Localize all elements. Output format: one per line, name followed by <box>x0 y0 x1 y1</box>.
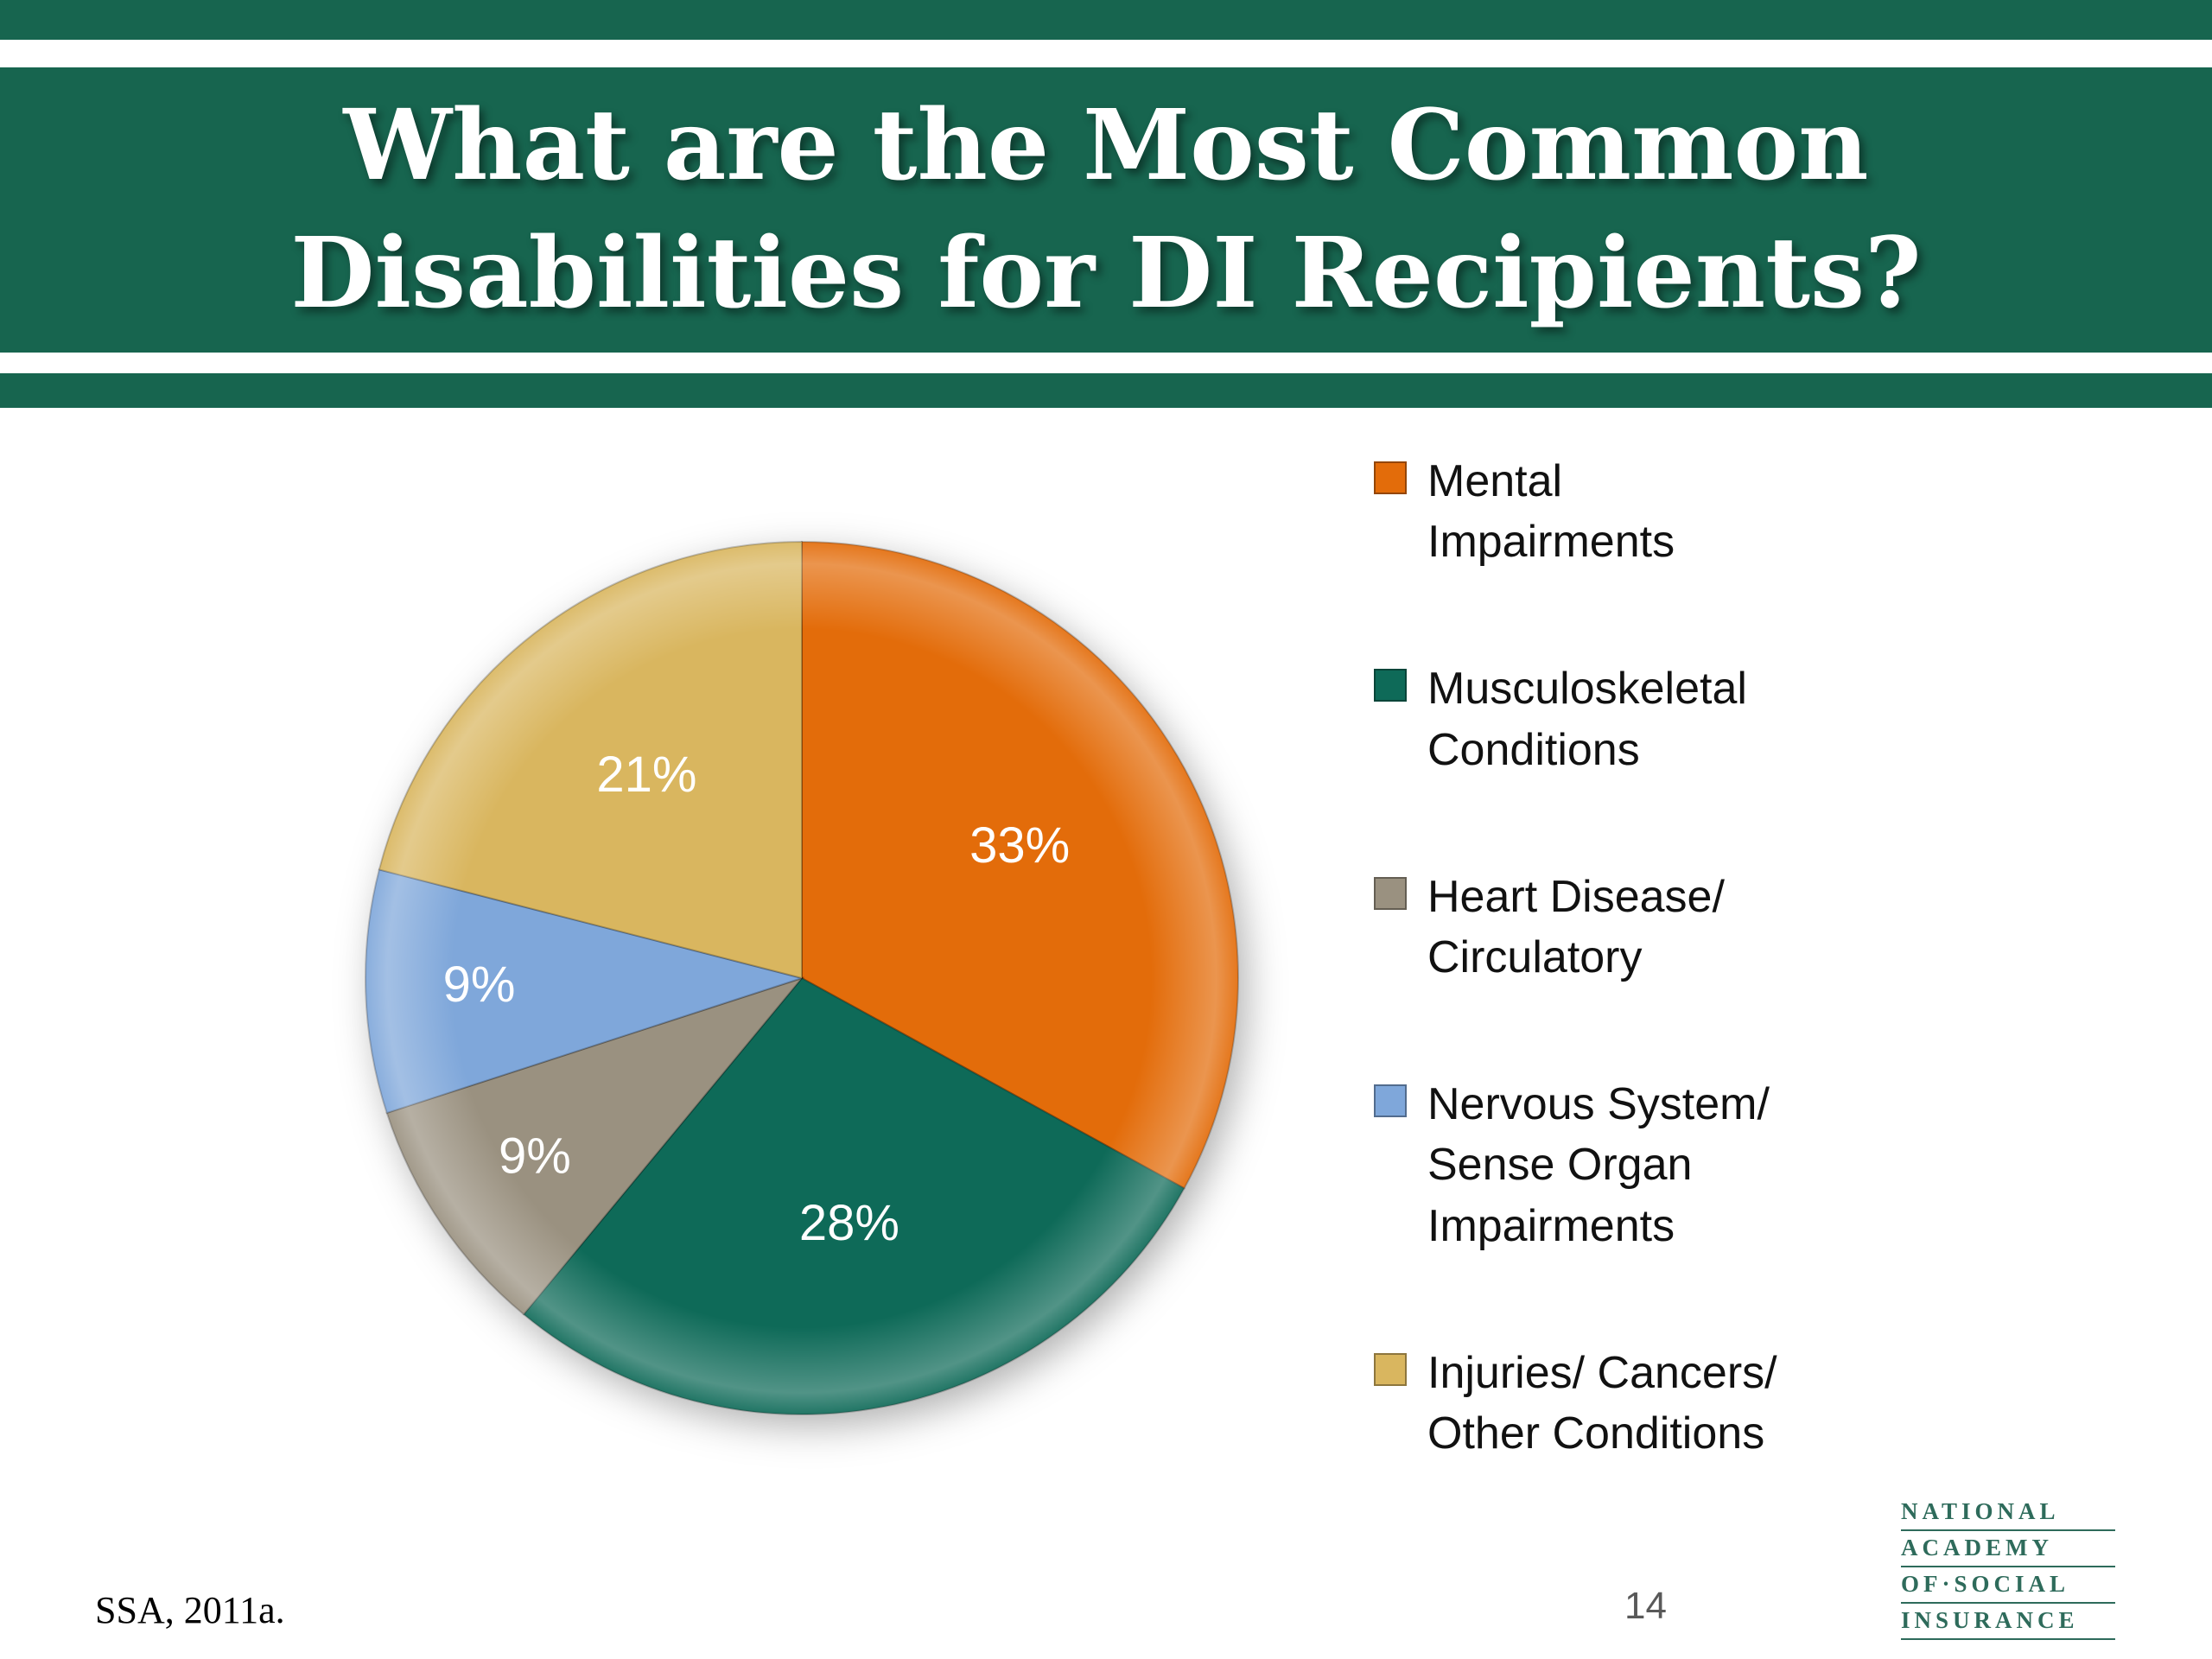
legend-label: Heart Disease/ Circulatory <box>1427 871 1725 982</box>
pie-chart: 33% 28% 9% 9% 21% <box>365 540 1239 1415</box>
legend-item-musculoskeletal: Musculoskeletal Conditions <box>1374 658 1777 779</box>
legend-item-mental-impairments: Mental Impairments <box>1374 451 1777 572</box>
nasi-logo-line-2: ACADEMY <box>1901 1531 2115 1567</box>
pie-slice-label-2: 9% <box>499 1128 571 1184</box>
legend-swatch-nervous-system <box>1374 1084 1407 1118</box>
legend-label: Nervous System/ Sense Organ Impairments <box>1427 1079 1770 1251</box>
pie-rim-highlight <box>365 542 1238 1414</box>
nasi-logo-line-1: NATIONAL <box>1901 1495 2115 1531</box>
nasi-logo-line-4: INSURANCE <box>1901 1604 2115 1640</box>
legend-label: Musculoskeletal Conditions <box>1427 664 1747 775</box>
title-underline-stripe <box>0 373 2212 408</box>
page-number: 14 <box>1624 1585 1667 1627</box>
legend-item-heart-disease: Heart Disease/ Circulatory <box>1374 867 1777 988</box>
chart-legend: Mental Impairments Musculoskeletal Condi… <box>1374 451 1777 1464</box>
legend-swatch-heart-disease <box>1374 876 1407 910</box>
legend-label: Injuries/ Cancers/ Other Conditions <box>1427 1347 1777 1459</box>
pie-slice-label-0: 33% <box>969 817 1070 874</box>
title-band: What are the Most Common Disabilities fo… <box>0 67 2212 353</box>
slide-title-line-2: Disabilities for DI Recipients? <box>290 217 1922 330</box>
legend-swatch-mental-impairments <box>1374 461 1407 494</box>
legend-swatch-injuries-cancers <box>1374 1352 1407 1386</box>
pie-slice-label-4: 21% <box>596 747 696 803</box>
source-citation: SSA, 2011a. <box>95 1589 285 1631</box>
slide-title-line-1: What are the Most Common <box>343 89 1869 203</box>
legend-item-injuries-cancers: Injuries/ Cancers/ Other Conditions <box>1374 1343 1777 1464</box>
legend-item-nervous-system: Nervous System/ Sense Organ Impairments <box>1374 1074 1777 1256</box>
pie-slice-label-3: 9% <box>443 957 516 1013</box>
legend-label: Mental Impairments <box>1427 456 1675 568</box>
nasi-logo: NATIONAL ACADEMY OF·SOCIAL INSURANCE <box>1901 1495 2115 1640</box>
legend-swatch-musculoskeletal <box>1374 669 1407 702</box>
pie-labels-group: 33% 28% 9% 9% 21% <box>443 747 1071 1251</box>
pie-slice-label-1: 28% <box>799 1195 899 1251</box>
top-accent-bar <box>0 0 2212 40</box>
nasi-logo-line-3: OF·SOCIAL <box>1901 1567 2115 1604</box>
